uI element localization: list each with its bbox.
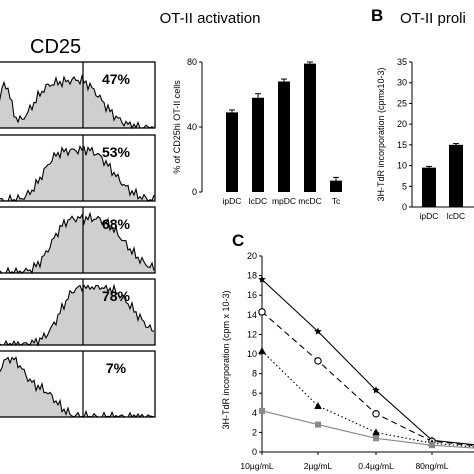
panel-b-title: OT-II proli <box>400 10 466 27</box>
series-line <box>261 410 474 449</box>
bar <box>226 112 238 192</box>
bar <box>252 97 264 192</box>
data-point <box>372 410 380 418</box>
series-line <box>261 350 474 448</box>
y-tick-label: 80 <box>187 57 197 67</box>
bar <box>422 167 436 207</box>
histogram-frame <box>0 206 156 274</box>
panel-a-title: OT-II activation <box>160 10 261 27</box>
histogram-percent: 78% <box>102 288 131 304</box>
panel-c-line-chart: 0 2 4 6 8 10 12 14 16 18 20 10µg/mL 2µg/mL 0.4µg/mL 80… <box>221 251 474 471</box>
y-axis-label: % of CD25hi OT-II cells <box>172 80 182 174</box>
cd25-label: CD25 <box>30 36 81 58</box>
y-tick-label: 0 <box>402 202 407 212</box>
y-tick-label: 20 <box>397 119 407 129</box>
data-point <box>314 357 322 365</box>
y-tick-label: 0 <box>192 187 197 197</box>
y-tick-label: 16 <box>247 290 257 300</box>
y-axis-label: 3H-TdR incorporation (cpm x 10-3) <box>221 290 231 429</box>
data-point <box>314 327 322 335</box>
bar <box>304 63 316 192</box>
y-tick-label: 5 <box>402 181 407 191</box>
y-tick-label: 40 <box>187 122 197 132</box>
histogram-outline <box>0 283 155 347</box>
bar <box>330 180 342 192</box>
y-tick-label: 0 <box>252 447 257 457</box>
data-point <box>372 386 380 394</box>
x-tick-label: mpDC <box>272 196 296 206</box>
histogram-fill <box>0 213 155 273</box>
histogram-frame <box>0 134 156 202</box>
histogram-outline <box>0 74 155 130</box>
x-tick-label: lcDC <box>447 211 465 221</box>
x-tick-label: ipDC <box>223 196 242 206</box>
y-tick-label: 10 <box>247 349 257 359</box>
x-tick-label: 0.4µg/mL <box>358 461 394 471</box>
histogram-outline <box>0 211 155 275</box>
data-point <box>373 435 379 442</box>
y-tick-label: 35 <box>397 57 407 67</box>
series-line <box>261 279 474 446</box>
data-point <box>314 401 322 409</box>
panel-b-letter: B <box>371 6 383 25</box>
histogram-fill <box>0 76 155 128</box>
y-tick-label: 8 <box>252 369 257 379</box>
histogram-frame <box>0 278 156 346</box>
x-tick-label: lcDC <box>249 196 267 206</box>
histogram-percent: 68% <box>102 216 131 232</box>
histogram-outline <box>0 144 155 202</box>
y-tick-label: 10 <box>397 161 407 171</box>
y-tick-label: 18 <box>247 271 257 281</box>
y-tick-label: 12 <box>247 329 257 339</box>
data-point <box>258 275 266 283</box>
histogram-frame <box>0 61 156 129</box>
bar <box>278 81 290 192</box>
y-tick-label: 15 <box>397 140 407 150</box>
x-tick-label: ipDC <box>420 211 439 221</box>
panel-a-bar-chart: 0 40 80 ipDC lcDC mpDC mcDC Tc % of CD25hi OT-II… <box>172 57 342 206</box>
histogram-fill <box>0 285 155 345</box>
data-point <box>258 347 266 355</box>
panel-b-bar-chart: 0 5 10 15 20 25 30 35 ipDC lcDC 3H-TdR incorporati… <box>376 57 474 221</box>
histogram-percent: 53% <box>102 144 131 160</box>
y-tick-label: 6 <box>252 388 257 398</box>
x-tick-label: mcDC <box>298 196 322 206</box>
histogram-stack: 47% 53% 68% 78% 7% <box>0 61 156 418</box>
y-tick-label: 4 <box>252 408 257 418</box>
y-tick-label: 20 <box>247 251 257 261</box>
y-tick-label: 2 <box>252 427 257 437</box>
x-tick-label: 80ng/mL <box>415 461 448 471</box>
histogram-percent: 7% <box>106 360 127 376</box>
bar <box>449 144 463 207</box>
x-tick-label: 10µg/mL <box>240 461 274 471</box>
y-axis-label: 3H-TdR incorporation (cpmx10-3) <box>376 67 386 201</box>
y-tick-label: 25 <box>397 98 407 108</box>
y-tick-label: 30 <box>397 78 407 88</box>
data-point <box>372 428 380 436</box>
histogram-fill <box>0 146 155 201</box>
y-tick-label: 14 <box>247 310 257 320</box>
data-point <box>259 407 265 414</box>
series-line <box>261 311 474 447</box>
data-point <box>315 421 321 428</box>
data-point <box>429 442 435 449</box>
x-tick-label: 2µg/mL <box>304 461 333 471</box>
histogram-percent: 47% <box>102 71 131 87</box>
x-tick-label: Tc <box>332 196 341 206</box>
panel-c-letter: C <box>232 231 244 250</box>
data-point <box>258 308 266 316</box>
histogram-fill <box>0 357 155 417</box>
histogram-frame <box>0 350 156 418</box>
